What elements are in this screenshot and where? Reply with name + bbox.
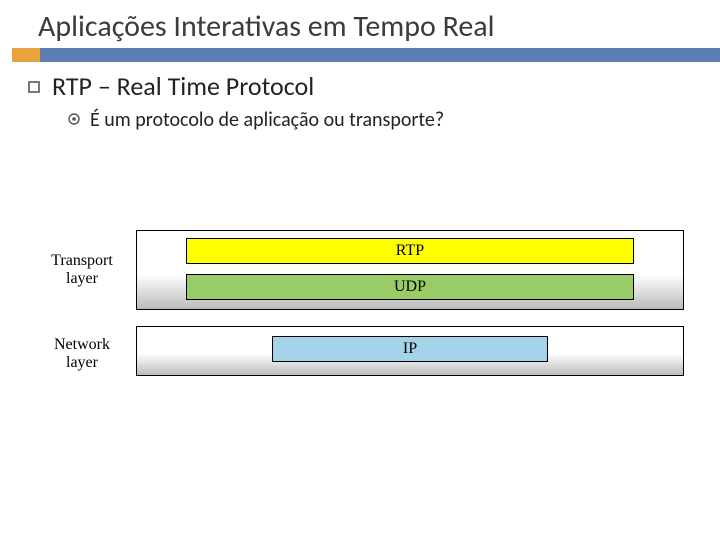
slide: Aplicações Interativas em Tempo Real RTP… <box>0 0 720 540</box>
square-bullet-icon <box>28 81 40 93</box>
accent-bar <box>0 48 720 62</box>
bullet1-text: RTP – Real Time Protocol <box>52 70 314 102</box>
accent-blue <box>40 48 720 62</box>
target-bullet-icon <box>68 113 80 125</box>
layer-label-network: Networklayer <box>36 336 128 371</box>
protocol-box-ip: IP <box>272 336 548 362</box>
layer-label-transport: Transportlayer <box>36 252 128 287</box>
protocol-box-udp: UDP <box>186 274 634 300</box>
bullet-level-2: É um protocolo de aplicação ou transport… <box>68 108 444 132</box>
bullet2-text: É um protocolo de aplicação ou transport… <box>90 108 444 132</box>
bullet-level-1: RTP – Real Time Protocol <box>28 70 314 102</box>
accent-orange <box>12 48 40 62</box>
slide-title: Aplicações Interativas em Tempo Real <box>38 8 495 45</box>
protocol-box-rtp: RTP <box>186 238 634 264</box>
